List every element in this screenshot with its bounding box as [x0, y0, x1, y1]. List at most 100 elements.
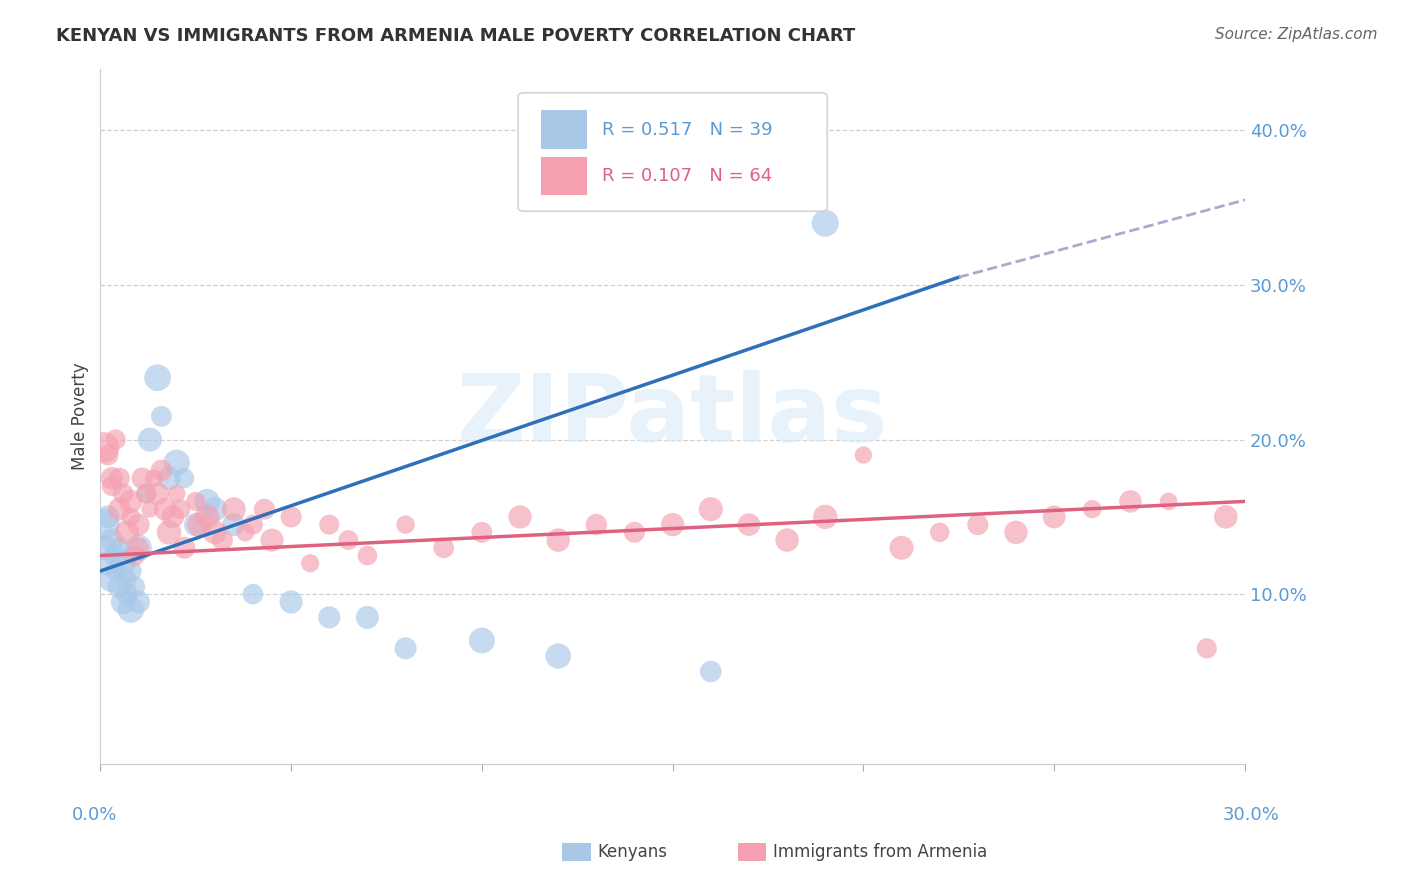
Point	[124, 549, 146, 563]
Point	[173, 471, 195, 485]
Point	[253, 502, 276, 516]
Point	[299, 556, 322, 570]
Point	[169, 502, 191, 516]
Point	[184, 494, 207, 508]
Point	[173, 541, 195, 555]
Point	[97, 556, 120, 570]
Point	[115, 525, 138, 540]
Point	[356, 610, 378, 624]
Point	[112, 595, 135, 609]
Text: Source: ZipAtlas.com: Source: ZipAtlas.com	[1215, 27, 1378, 42]
Point	[890, 541, 912, 555]
Point	[242, 587, 264, 601]
Text: R = 0.107   N = 64: R = 0.107 N = 64	[602, 168, 772, 186]
Point	[233, 525, 256, 540]
Text: Immigrants from Armenia: Immigrants from Armenia	[773, 843, 987, 861]
Point	[1157, 494, 1180, 508]
Point	[318, 517, 340, 532]
Point	[97, 509, 120, 524]
Point	[661, 517, 683, 532]
Point	[966, 517, 988, 532]
Point	[101, 533, 124, 547]
Point	[128, 595, 150, 609]
Point	[108, 471, 131, 485]
Point	[146, 370, 169, 384]
Point	[814, 216, 837, 230]
Point	[318, 610, 340, 624]
Y-axis label: Male Poverty: Male Poverty	[72, 362, 89, 470]
Point	[162, 509, 184, 524]
Point	[131, 471, 153, 485]
Point	[337, 533, 360, 547]
Point	[509, 509, 531, 524]
Point	[115, 572, 138, 586]
Point	[112, 556, 135, 570]
Point	[101, 471, 124, 485]
Point	[1119, 494, 1142, 508]
Point	[139, 502, 162, 516]
Point	[104, 433, 127, 447]
Point	[155, 502, 177, 516]
Point	[101, 572, 124, 586]
Text: ZIPatlas: ZIPatlas	[457, 370, 889, 462]
Point	[124, 579, 146, 593]
Point	[128, 517, 150, 532]
Point	[280, 509, 302, 524]
Point	[195, 494, 218, 508]
FancyBboxPatch shape	[519, 93, 827, 211]
Point	[280, 595, 302, 609]
Point	[128, 541, 150, 555]
Point	[776, 533, 799, 547]
Point	[128, 541, 150, 555]
Point	[101, 479, 124, 493]
Point	[242, 517, 264, 532]
Point	[120, 602, 142, 616]
Point	[157, 471, 180, 485]
Point	[104, 549, 127, 563]
Point	[166, 486, 188, 500]
Point	[547, 648, 569, 663]
Point	[1005, 525, 1028, 540]
Point	[222, 517, 245, 532]
Point	[195, 509, 218, 524]
Point	[814, 509, 837, 524]
Point	[108, 541, 131, 555]
Point	[1195, 641, 1218, 656]
Point	[623, 525, 645, 540]
Point	[471, 525, 494, 540]
Point	[204, 502, 226, 516]
Point	[135, 486, 157, 500]
Point	[150, 409, 173, 424]
Point	[184, 517, 207, 532]
Point	[108, 579, 131, 593]
Point	[738, 517, 761, 532]
Point	[1215, 509, 1237, 524]
FancyBboxPatch shape	[541, 111, 586, 149]
Point	[120, 494, 142, 508]
Point	[700, 502, 723, 516]
Point	[93, 440, 115, 454]
Point	[166, 456, 188, 470]
Point	[188, 517, 211, 532]
Point	[700, 665, 723, 679]
Point	[104, 564, 127, 578]
Point	[1081, 502, 1104, 516]
Point	[135, 486, 157, 500]
Point	[146, 486, 169, 500]
Text: 30.0%: 30.0%	[1222, 806, 1279, 824]
Point	[112, 486, 135, 500]
Point	[142, 471, 165, 485]
Point	[260, 533, 283, 547]
Point	[356, 549, 378, 563]
Point	[852, 448, 875, 462]
Point	[120, 509, 142, 524]
Point	[157, 525, 180, 540]
Point	[150, 463, 173, 477]
Point	[97, 448, 120, 462]
FancyBboxPatch shape	[541, 157, 586, 195]
Point	[394, 517, 416, 532]
Point	[211, 533, 233, 547]
Point	[585, 517, 607, 532]
Point	[115, 587, 138, 601]
Point	[108, 502, 131, 516]
